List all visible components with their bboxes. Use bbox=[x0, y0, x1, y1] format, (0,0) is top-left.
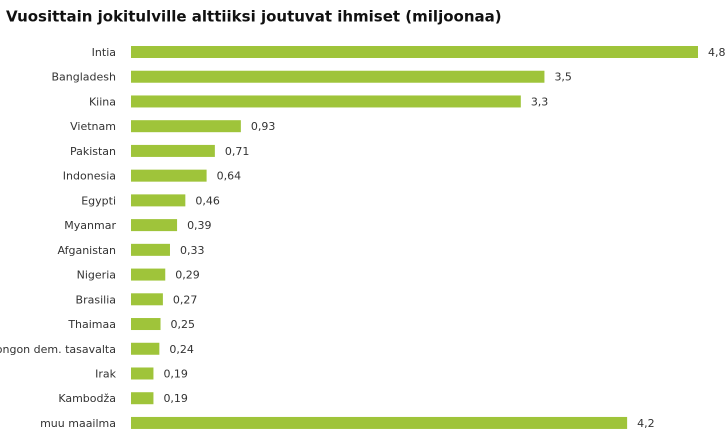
y-tick-label: Irak bbox=[95, 367, 117, 380]
bar bbox=[131, 46, 698, 58]
bar bbox=[131, 392, 154, 405]
y-tick-label: Afganistan bbox=[57, 244, 116, 257]
y-tick-label: Brasilia bbox=[76, 293, 116, 306]
bar bbox=[131, 367, 154, 380]
bar bbox=[131, 144, 215, 157]
bar bbox=[131, 219, 178, 232]
y-tick-label: Indonesia bbox=[63, 170, 116, 183]
value-label: 0,64 bbox=[217, 170, 242, 183]
bar bbox=[131, 293, 163, 306]
bar bbox=[131, 416, 628, 429]
y-tick-label: Kongon dem. tasavalta bbox=[0, 343, 116, 356]
value-label: 0,19 bbox=[163, 392, 188, 405]
y-tick-label: Kambodža bbox=[58, 392, 116, 405]
y-tick-label: Thaimaa bbox=[67, 318, 116, 331]
value-label: 4,2 bbox=[637, 417, 655, 430]
y-tick-label: Egypti bbox=[81, 194, 116, 207]
value-label: 0,25 bbox=[171, 318, 196, 331]
y-tick-label: Intia bbox=[92, 46, 116, 59]
bar bbox=[131, 268, 166, 281]
y-tick-label: Pakistan bbox=[70, 145, 116, 158]
value-label: 4,8 bbox=[708, 46, 726, 59]
chart-title: Vuosittain jokitulville alttiiksi joutuv… bbox=[6, 8, 502, 26]
bar bbox=[131, 342, 160, 355]
bar bbox=[131, 120, 241, 133]
value-label: 0,19 bbox=[163, 367, 188, 380]
value-label: 3,5 bbox=[554, 71, 572, 84]
bar bbox=[131, 95, 521, 108]
value-label: 0,93 bbox=[251, 120, 276, 133]
y-tick-label: Nigeria bbox=[77, 269, 116, 282]
bar bbox=[131, 194, 186, 207]
value-label: 0,46 bbox=[195, 194, 220, 207]
bar bbox=[131, 70, 545, 83]
value-label: 0,27 bbox=[173, 293, 198, 306]
bar bbox=[131, 169, 207, 182]
value-label: 0,24 bbox=[169, 343, 194, 356]
value-label: 3,3 bbox=[531, 95, 549, 108]
value-label: 0,29 bbox=[175, 269, 200, 282]
value-label: 0,71 bbox=[225, 145, 250, 158]
bar bbox=[131, 318, 161, 331]
value-label: 0,33 bbox=[180, 244, 205, 257]
value-label: 0,39 bbox=[187, 219, 212, 232]
y-tick-label: Bangladesh bbox=[52, 71, 117, 84]
y-tick-label: Myanmar bbox=[64, 219, 116, 232]
y-tick-label: Vietnam bbox=[70, 120, 116, 133]
y-tick-label: muu maailma bbox=[40, 417, 116, 430]
bar bbox=[131, 243, 170, 256]
y-tick-label: Kiina bbox=[89, 95, 116, 108]
